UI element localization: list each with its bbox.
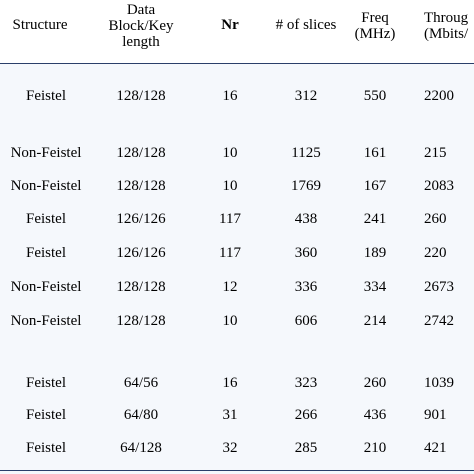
cell-slices: 438 <box>294 211 318 227</box>
cell-slices: 323 <box>294 375 318 391</box>
cell-throughput: 2742 <box>424 313 454 329</box>
cell-throughput: 901 <box>424 407 447 423</box>
header-freq-line-2: (MHz) <box>354 26 396 42</box>
cell-freq: 189 <box>363 245 387 261</box>
header-slices-line-1: # of slices <box>275 17 337 33</box>
header-freq: Freq (MHz) <box>340 10 410 42</box>
table-row: Feistel 126/126 117 438 241 260 <box>0 211 474 241</box>
cell-structure: Feistel <box>26 375 66 391</box>
table-row: Non-Feistel 128/128 12 336 334 2673 <box>0 279 474 309</box>
cell-freq: 260 <box>363 375 387 391</box>
header-slices: # of slices <box>256 17 356 33</box>
cell-block-key-length: 128/128 <box>116 178 166 194</box>
cell-structure: Feistel <box>26 245 66 261</box>
cell-nr: 32 <box>222 440 238 456</box>
cell-slices: 606 <box>294 313 318 329</box>
cell-structure: Feistel <box>26 211 66 227</box>
header-nr: Nr <box>205 17 255 33</box>
header-block-key-line-2: Block/Key <box>108 18 174 34</box>
cell-block-key-length: 128/128 <box>116 279 166 295</box>
header-divider <box>0 63 474 64</box>
cell-slices: 1125 <box>291 145 321 161</box>
bottom-divider <box>0 470 474 471</box>
cell-slices: 285 <box>294 440 318 456</box>
cell-throughput: 1039 <box>424 375 454 391</box>
table-row: Non-Feistel 128/128 10 1769 167 2083 <box>0 178 474 208</box>
cell-structure: Non-Feistel <box>10 145 82 161</box>
cell-structure: Non-Feistel <box>10 279 82 295</box>
cell-nr: 16 <box>222 88 238 104</box>
cell-nr: 10 <box>222 313 238 329</box>
cell-block-key-length: 64/56 <box>123 375 159 391</box>
header-structure-line-1: Structure <box>12 17 68 33</box>
cell-slices: 312 <box>294 88 318 104</box>
cell-block-key-length: 64/80 <box>123 407 159 423</box>
header-structure: Structure <box>0 17 80 33</box>
table-row: Feistel 64/56 16 323 260 1039 <box>0 375 474 405</box>
cell-nr: 117 <box>219 245 241 261</box>
cell-throughput: 2673 <box>424 279 454 295</box>
cell-throughput: 215 <box>424 145 447 161</box>
cell-block-key-length: 128/128 <box>116 313 166 329</box>
cell-nr: 16 <box>222 375 238 391</box>
cell-freq: 550 <box>363 88 387 104</box>
cell-nr: 10 <box>222 145 238 161</box>
cell-slices: 336 <box>294 279 318 295</box>
table-row: Feistel 64/128 32 285 210 421 <box>0 440 474 470</box>
cell-nr: 117 <box>219 211 241 227</box>
cell-freq: 161 <box>363 145 387 161</box>
cell-structure: Feistel <box>26 407 66 423</box>
header-throughput-line-2: (Mbits/ <box>424 26 469 42</box>
cell-slices: 266 <box>294 407 318 423</box>
cell-throughput: 220 <box>424 245 447 261</box>
cell-block-key-length: 126/126 <box>116 211 166 227</box>
cell-freq: 241 <box>363 211 387 227</box>
cell-throughput: 2083 <box>424 178 454 194</box>
cell-freq: 334 <box>363 279 387 295</box>
header-throughput: Throug (Mbits/ <box>424 10 474 42</box>
cell-freq: 436 <box>363 407 387 423</box>
cell-throughput: 421 <box>424 440 447 456</box>
cell-block-key-length: 126/126 <box>116 245 166 261</box>
cell-structure: Non-Feistel <box>10 178 82 194</box>
header-block-key-line-3: length <box>122 34 160 50</box>
table-header: Structure Data Block/Key length Nr # of … <box>0 0 474 64</box>
cell-nr: 10 <box>222 178 238 194</box>
table-row: Feistel 126/126 117 360 189 220 <box>0 245 474 275</box>
header-block-key-length: Data Block/Key length <box>86 2 196 50</box>
cell-block-key-length: 128/128 <box>116 88 166 104</box>
table-row: Feistel 64/80 31 266 436 901 <box>0 407 474 437</box>
cell-freq: 210 <box>363 440 387 456</box>
cell-nr: 31 <box>222 407 238 423</box>
header-nr-line-1: Nr <box>221 17 239 33</box>
cell-slices: 1769 <box>291 178 321 194</box>
cell-block-key-length: 64/128 <box>120 440 162 456</box>
header-block-key-line-1: Data <box>126 2 156 18</box>
table-row: Non-Feistel 128/128 10 1125 161 215 <box>0 145 474 175</box>
cell-throughput: 260 <box>424 211 447 227</box>
cell-block-key-length: 128/128 <box>116 145 166 161</box>
table-row: Feistel 128/128 16 312 550 2200 <box>0 88 474 118</box>
cell-nr: 12 <box>222 279 238 295</box>
header-throughput-line-1: Throug <box>424 10 469 26</box>
cell-structure: Non-Feistel <box>10 313 82 329</box>
cell-slices: 360 <box>294 245 318 261</box>
cell-freq: 167 <box>363 178 387 194</box>
header-freq-line-1: Freq <box>361 10 389 26</box>
cell-throughput: 2200 <box>424 88 454 104</box>
table-row: Non-Feistel 128/128 10 606 214 2742 <box>0 313 474 343</box>
cell-structure: Feistel <box>26 88 66 104</box>
cell-freq: 214 <box>363 313 387 329</box>
cell-structure: Feistel <box>26 440 66 456</box>
